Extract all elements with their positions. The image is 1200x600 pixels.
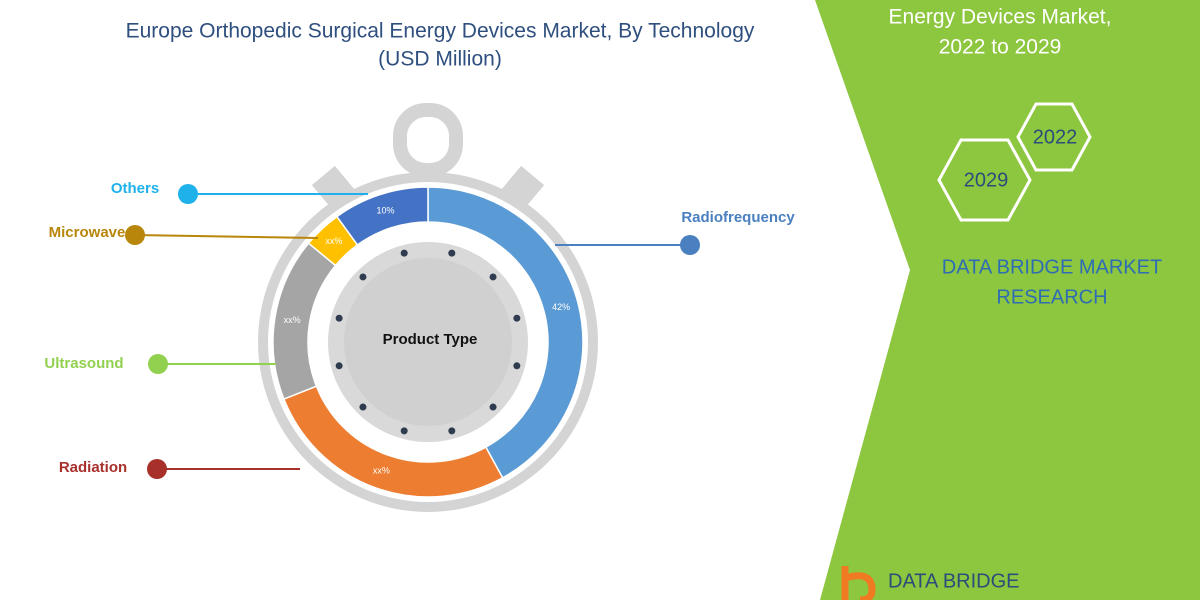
value-label: xx% (325, 236, 342, 246)
clock-dot (489, 273, 497, 281)
legend-label: Others (111, 180, 159, 197)
hexagon-label: 2022 (1033, 126, 1078, 148)
panel-title: 2022 to 2029 (939, 36, 1062, 59)
clock-dot (400, 427, 408, 435)
legend-dot (125, 225, 145, 245)
clock-dot (448, 427, 456, 435)
legend-dot (147, 459, 167, 479)
clock-dot (359, 273, 367, 281)
clock-dot (513, 362, 521, 370)
legend-dot (680, 235, 700, 255)
donut-slice (427, 186, 584, 479)
hexagon (1016, 102, 1092, 172)
logo-text: DATA BRIDGE (888, 570, 1020, 592)
value-label: xx% (373, 466, 390, 476)
hexagon-label: 2029 (964, 169, 1009, 191)
clock-dot (489, 403, 497, 411)
side-panel (815, 0, 1200, 600)
clock-dot (335, 314, 343, 322)
clock-dot (513, 314, 521, 322)
center-label: Product Type (383, 331, 478, 348)
clock-dot (448, 249, 456, 257)
legend-label: Ultrasound (44, 355, 123, 372)
brand-text: RESEARCH (996, 286, 1107, 308)
value-label: 42% (552, 302, 570, 312)
clock-dot (359, 403, 367, 411)
panel-title: Energy Devices Market, (889, 6, 1112, 29)
brand-text: DATA BRIDGE MARKET (942, 256, 1162, 278)
legend-label: Microwave (49, 224, 126, 241)
legend-dot (148, 354, 168, 374)
leader-line (134, 234, 319, 239)
legend-dot (178, 184, 198, 204)
legend-label: Radiation (59, 459, 127, 476)
hexagon (937, 138, 1032, 222)
chart-title: Europe Orthopedic Surgical Energy Device… (126, 20, 755, 43)
clock-dot (400, 249, 408, 257)
donut-slice (335, 186, 429, 246)
value-label: 10% (377, 206, 395, 216)
clock-dot (335, 362, 343, 370)
legend-label: Radiofrequency (681, 209, 795, 226)
stopwatch (258, 103, 598, 512)
chart-subtitle: (USD Million) (378, 48, 502, 71)
logo-icon (841, 566, 876, 600)
value-label: xx% (284, 315, 301, 325)
